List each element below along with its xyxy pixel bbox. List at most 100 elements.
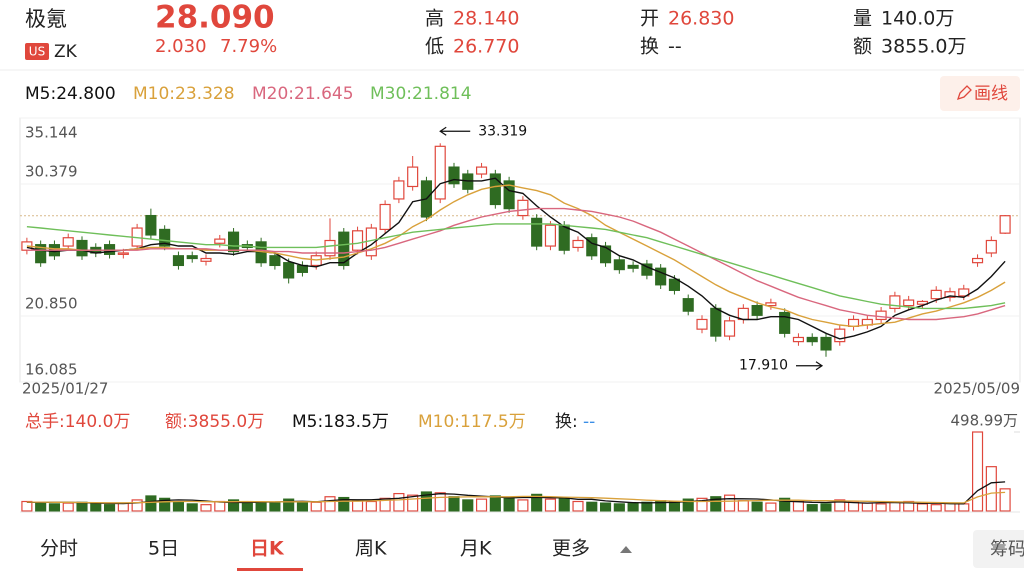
volume-ma-line <box>26 481 1006 505</box>
quote-label: 量 <box>853 8 872 30</box>
volume-bar <box>159 497 171 512</box>
candle-body <box>889 295 901 309</box>
volume-bar <box>544 498 557 512</box>
volume-bar <box>407 494 419 512</box>
volume-bar <box>448 496 460 512</box>
annotation-label: 33.319 <box>478 123 527 139</box>
candle-body <box>503 180 515 210</box>
volume-bar <box>117 502 129 512</box>
quote-label: 换 <box>640 36 659 58</box>
candle-body <box>159 228 171 247</box>
volume-bar <box>779 497 791 512</box>
tab[interactable]: 更多 <box>552 538 590 560</box>
annotation-arrow <box>439 126 471 136</box>
volume-bar <box>599 502 612 512</box>
ma-line <box>26 207 1006 321</box>
volume-bar <box>558 497 570 512</box>
volume-bar <box>296 501 309 512</box>
candle-body <box>820 336 832 351</box>
candle-body <box>779 311 791 334</box>
volume-bar <box>131 499 143 512</box>
tabs: 分时 5日 日K 周K 月K 更多 <box>40 538 632 571</box>
candle-body <box>765 302 777 307</box>
side-button-label[interactable]: 筹码 <box>990 539 1024 560</box>
volume-bar <box>338 496 350 512</box>
candle-body <box>834 328 846 343</box>
quote-label: 高 <box>425 8 444 30</box>
turnover-label: 换: <box>555 412 578 432</box>
tab[interactable]: 月K <box>460 538 492 560</box>
candle-body <box>930 289 942 300</box>
candle-body <box>172 255 185 267</box>
candle-body <box>434 145 446 200</box>
ma-legend-item: M20:21.645 <box>252 84 354 104</box>
volume-bar <box>48 503 61 512</box>
volume-bar <box>462 499 474 512</box>
candle-body <box>283 262 295 279</box>
volume-ma-legend: M10:117.5万 <box>418 412 526 432</box>
volume-bar <box>351 500 364 512</box>
volume-bar <box>765 502 777 512</box>
candle-body <box>117 252 129 255</box>
volume-bar <box>820 503 832 512</box>
volume-bar <box>214 500 226 512</box>
candle-body <box>944 291 956 298</box>
volume-bar <box>172 501 185 512</box>
volume-bar <box>365 500 377 512</box>
volume-bar <box>186 503 198 512</box>
volume-bar <box>103 504 116 512</box>
volume-amount: 额:3855.0万 <box>165 412 264 432</box>
candle-body <box>475 166 488 175</box>
candle-body <box>916 300 929 305</box>
volume-bar <box>379 497 391 512</box>
tab[interactable]: 分时 <box>40 538 78 560</box>
quote-value: 28.140 <box>453 8 519 30</box>
candle-body <box>269 255 281 267</box>
tab[interactable]: 日K <box>250 538 285 560</box>
candle-body <box>999 215 1011 234</box>
draw-button[interactable] <box>940 76 1020 111</box>
tab[interactable]: 周K <box>355 538 387 560</box>
candle-body <box>875 310 887 321</box>
candle-body <box>214 238 226 244</box>
volume-bar <box>200 504 212 512</box>
volume-bar <box>641 501 653 512</box>
volume-chart: 总手:140.0万 额:3855.0万 M5:183.5万 M10:117.5万 换: -… <box>21 412 1020 512</box>
candle-body <box>35 244 47 264</box>
ma-legend: M5:24.800 M10:23.328 M20:21.645 M30:21.814 <box>25 84 472 104</box>
market-badge <box>25 43 49 60</box>
volume-bar <box>310 501 322 512</box>
tab[interactable]: 5日 <box>148 538 179 560</box>
volume-bar <box>324 496 336 512</box>
candle-body <box>227 231 240 253</box>
volume-bar <box>517 499 529 512</box>
volume-bar <box>627 502 639 512</box>
volume-bar <box>916 503 929 512</box>
candle-body <box>682 298 694 312</box>
volume-bar <box>586 501 598 512</box>
quote-label: 低 <box>425 36 444 58</box>
volume-bar <box>76 501 88 512</box>
candle-body <box>62 237 74 247</box>
candle-body <box>572 239 584 249</box>
turnover-value: -- <box>583 412 595 432</box>
candle-body <box>751 305 763 316</box>
candle-body <box>696 318 708 330</box>
volume-bar <box>35 501 47 512</box>
y-tick-label: 35.144 <box>25 124 78 142</box>
y-tick-label: 30.379 <box>25 163 78 181</box>
volume-total: 总手:140.0万 <box>25 412 130 432</box>
quote-label: 开 <box>640 8 659 30</box>
side-button[interactable] <box>973 530 1024 568</box>
draw-button-label[interactable]: 画线 <box>974 84 1008 104</box>
quote-value: 140.0万 <box>881 8 954 30</box>
candle-body <box>971 257 984 264</box>
candle-body <box>186 255 198 260</box>
volume-tick-label: 498.99万 <box>951 412 1019 430</box>
volume-bar <box>861 502 873 512</box>
candle-body <box>351 230 364 251</box>
volume-bar <box>723 494 736 512</box>
volume-bar <box>255 501 267 512</box>
candle-body <box>407 166 419 188</box>
